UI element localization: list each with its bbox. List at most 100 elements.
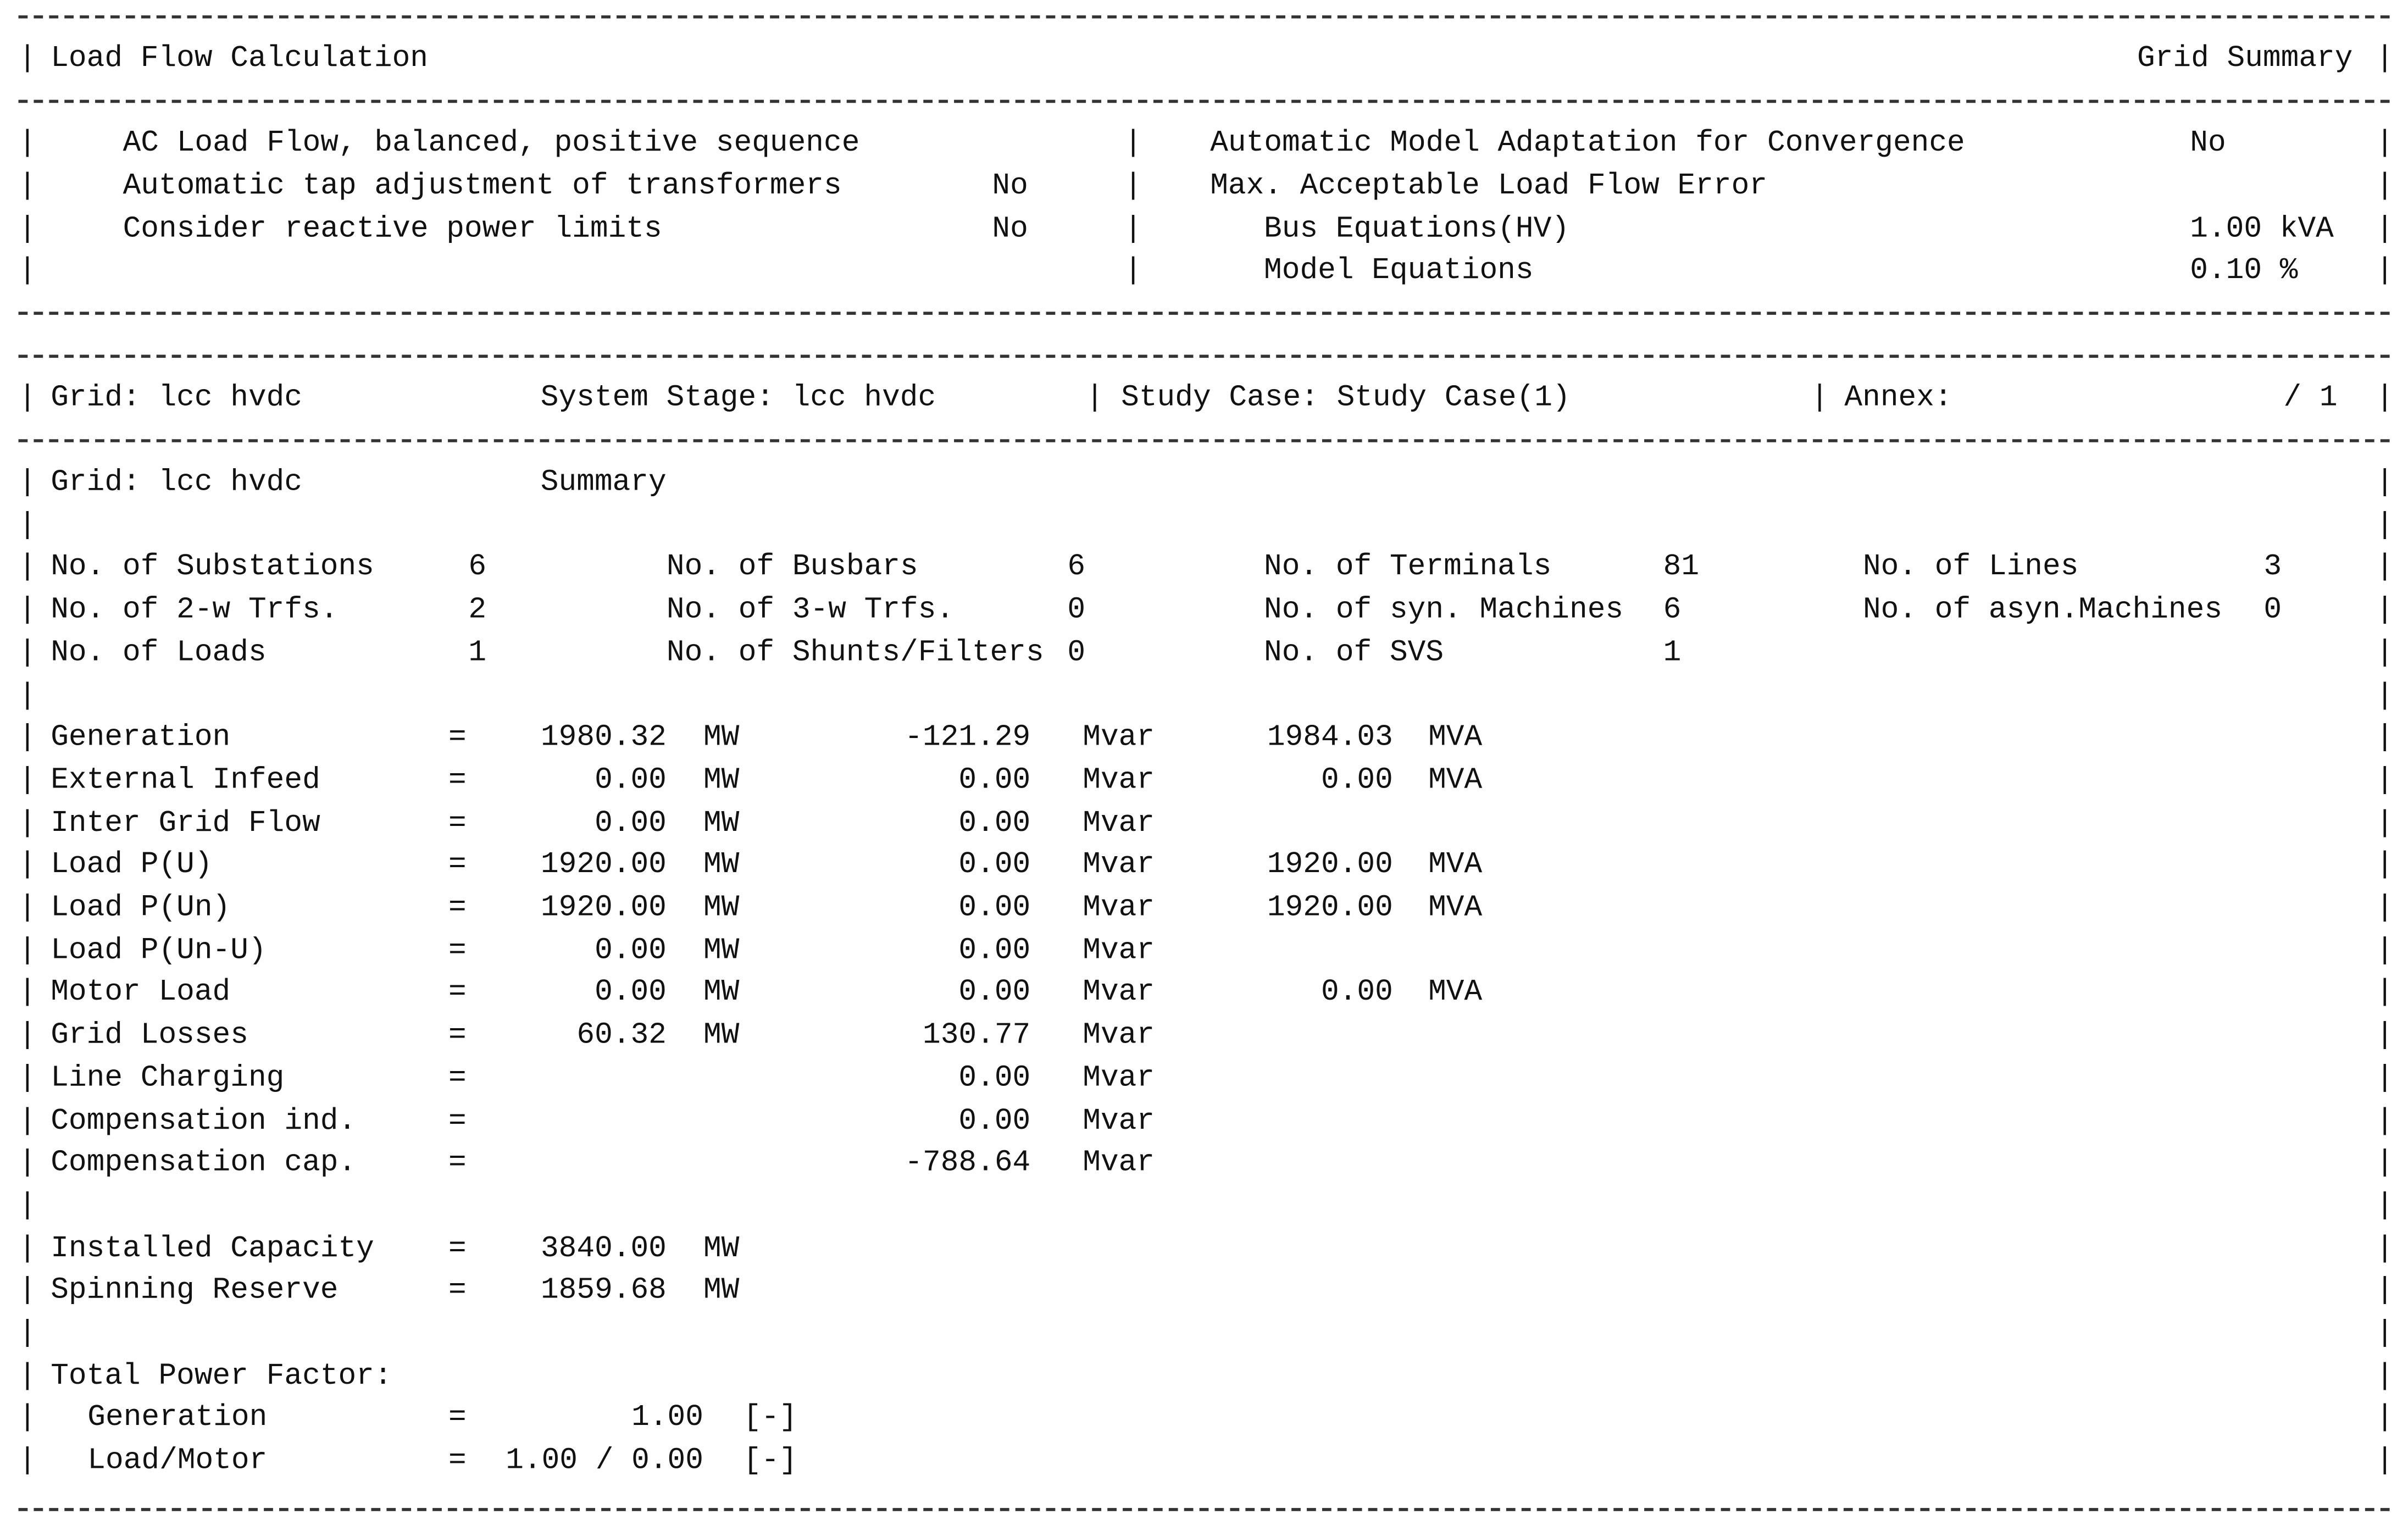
frame-border: |: [18, 1273, 37, 1307]
apparent-power-unit: MVA: [1428, 763, 1483, 797]
equals-sign: =: [448, 1443, 467, 1478]
frame-border: |: [2376, 1443, 2394, 1478]
power-row: | | Motor Load = 0.00 MW 0.00 Mvar 0.00 MVA: [0, 971, 2408, 1014]
count-value: 0: [2263, 592, 2282, 627]
frame-border: |: [2376, 763, 2394, 797]
power-row: | | Load P(Un) = 1920.00 MW 0.00 Mvar 1920.00 MVA: [0, 886, 2408, 929]
column-divider: |: [1124, 212, 1142, 246]
frame-border: |: [2376, 1103, 2394, 1138]
blank-row: | |: [0, 1184, 2408, 1227]
frame-border: |: [2376, 933, 2394, 967]
equals-sign: =: [448, 1061, 467, 1095]
frame-border: |: [2376, 678, 2394, 712]
setting-value: No: [2190, 126, 2226, 160]
reactive-power-value: 0.00: [958, 933, 1031, 967]
equals-sign: =: [448, 975, 467, 1010]
equals-sign: =: [448, 805, 467, 840]
frame-border: |: [18, 1316, 37, 1350]
capacity-unit: MW: [703, 1230, 740, 1265]
frame-border: |: [18, 635, 37, 669]
capacity-label: Installed Capacity: [51, 1230, 374, 1265]
active-power-unit: MW: [703, 890, 740, 925]
settings-row: | Automatic tap adjustment of transforme…: [0, 164, 2408, 207]
settings-row: | | Model Equations 0.10 % |: [0, 249, 2408, 292]
power-row: | | Inter Grid Flow = 0.00 MW 0.00 Mvar: [0, 801, 2408, 844]
report-header: | Load Flow Calculation Grid Summary |: [0, 37, 2408, 80]
frame-border: |: [18, 253, 37, 287]
reactive-power-unit: Mvar: [1083, 848, 1155, 882]
blank-row: | |: [0, 673, 2408, 716]
frame-border: |: [2376, 1401, 2394, 1435]
power-factor-unit: [-]: [743, 1401, 797, 1435]
count-value: 1: [1663, 635, 1682, 669]
capacity-value: 3840.00: [540, 1230, 667, 1265]
frame-border: |: [2376, 1146, 2394, 1180]
setting-label: Automatic tap adjustment of transformers: [123, 169, 842, 203]
equals-sign: =: [448, 1401, 467, 1435]
reactive-power-value: 0.00: [958, 763, 1031, 797]
system-stage: System Stage: lcc hvdc: [540, 381, 936, 415]
count-value: 1: [468, 635, 487, 669]
apparent-power-value: 1920.00: [1267, 848, 1393, 882]
count-value: 3: [2263, 550, 2282, 584]
apparent-power-unit: MVA: [1428, 720, 1483, 755]
frame-border: |: [2376, 890, 2394, 925]
power-label: Load P(Un): [51, 890, 231, 925]
summary-title: Summary: [540, 465, 667, 500]
grid-name: Grid: lcc hvdc: [51, 381, 303, 415]
frame-border: |: [18, 1358, 37, 1393]
active-power-value: 0.00: [595, 933, 667, 967]
equals-sign: =: [448, 1230, 467, 1265]
count-label: No. of 2-w Trfs.: [51, 592, 339, 627]
power-label: Compensation cap.: [51, 1146, 357, 1180]
count-value: 6: [1067, 550, 1086, 584]
setting-label: Consider reactive power limits: [123, 212, 662, 246]
frame-border: |: [18, 890, 37, 925]
setting-value: No: [992, 169, 1028, 203]
frame-border: |: [18, 1230, 37, 1265]
reactive-power-unit: Mvar: [1083, 890, 1155, 925]
power-row: | | Grid Losses = 60.32 MW 130.77 Mvar: [0, 1014, 2408, 1057]
settings-row: | AC Load Flow, balanced, positive seque…: [0, 121, 2408, 164]
count-value: 6: [1663, 592, 1682, 627]
report-type: Grid Summary: [2137, 41, 2353, 75]
reactive-power-unit: Mvar: [1083, 975, 1155, 1010]
setting-value: 0.10 %: [2190, 253, 2298, 287]
capacity-value: 1859.68: [540, 1273, 667, 1307]
count-label: No. of Terminals: [1264, 550, 1552, 584]
reactive-power-value: -121.29: [905, 720, 1031, 755]
equals-sign: =: [448, 1103, 467, 1138]
count-label: No. of Loads: [51, 635, 267, 669]
frame-border: |: [2376, 1230, 2394, 1265]
power-row: | | Line Charging = 0.00 Mvar: [0, 1056, 2408, 1099]
frame-border: |: [2376, 126, 2394, 160]
equals-sign: =: [448, 848, 467, 882]
frame-border: |: [18, 508, 37, 542]
frame-border: |: [18, 1401, 37, 1435]
frame-border: |: [2376, 212, 2394, 246]
active-power-unit: MW: [703, 975, 740, 1010]
annex-value: / 1: [2283, 381, 2338, 415]
active-power-value: 0.00: [595, 975, 667, 1010]
setting-label: AC Load Flow, balanced, positive sequenc…: [123, 126, 860, 160]
capacity-unit: MW: [703, 1273, 740, 1307]
frame-border: |: [18, 1061, 37, 1095]
active-power-value: 1920.00: [540, 848, 667, 882]
count-value: 2: [468, 592, 487, 627]
frame-border: |: [18, 763, 37, 797]
frame-border: |: [2376, 508, 2394, 542]
active-power-value: 0.00: [595, 805, 667, 840]
frame-border: |: [18, 1146, 37, 1180]
equals-sign: =: [448, 890, 467, 925]
power-factor-title: Total Power Factor:: [51, 1358, 392, 1393]
power-label: Line Charging: [51, 1061, 285, 1095]
summary-title-row: | | Grid: lcc hvdc Summary: [0, 461, 2408, 503]
count-value: 0: [1067, 635, 1086, 669]
count-label: No. of Lines: [1862, 550, 2079, 584]
reactive-power-value: 130.77: [923, 1018, 1031, 1052]
frame-border: |: [2376, 635, 2394, 669]
setting-value: 1.00 kVA: [2190, 212, 2334, 246]
frame-border: |: [2376, 720, 2394, 755]
frame-border: |: [18, 848, 37, 882]
